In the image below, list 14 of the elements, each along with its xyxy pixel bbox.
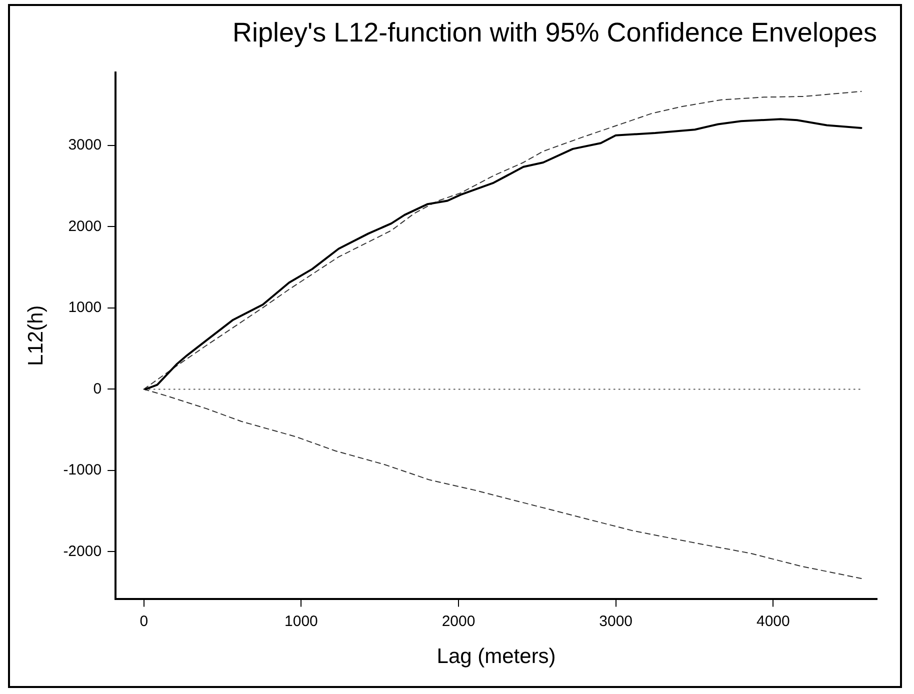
chart-title: Ripley's L12-function with 95% Confidence Envelopes	[232, 18, 877, 48]
y-tick-label: -1000	[63, 462, 102, 479]
x-tick-label: 3000	[599, 612, 633, 630]
y-tick-label: 0	[93, 380, 102, 398]
x-tick-label: 4000	[756, 612, 790, 630]
y-tick-label: 3000	[68, 136, 102, 154]
y-tick-label: 1000	[68, 299, 102, 316]
x-axis-title: Lag (meters)	[436, 645, 556, 668]
x-tick-label: 0	[140, 612, 148, 630]
y-tick-label: 2000	[68, 218, 102, 235]
y-tick-label: -2000	[63, 542, 102, 560]
y-axis-title: L12(h)	[24, 305, 48, 366]
x-tick-label: 1000	[284, 612, 318, 630]
x-tick-label: 2000	[442, 612, 476, 630]
